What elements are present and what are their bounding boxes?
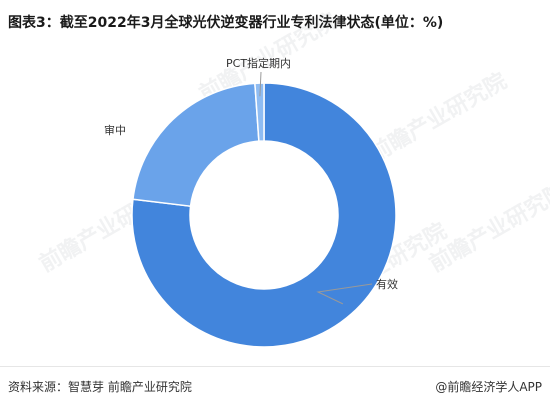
slice-label-0: 有效: [376, 277, 398, 291]
slice-label-1: 审中: [104, 123, 126, 137]
brand-credit: @前瞻经济学人APP: [435, 380, 542, 394]
donut-slices: [131, 82, 397, 348]
source-note: 资料来源：智慧芽 前瞻产业研究院: [8, 380, 192, 394]
slice-label-2: PCT指定期内: [226, 56, 291, 70]
donut-slice-0: [131, 82, 397, 348]
donut-slice-2: [254, 82, 265, 142]
chart-title: 图表3：截至2022年3月全球光伏逆变器行业专利法律状态(单位：%): [8, 15, 444, 31]
slice-labels: 有效 审中 PCT指定期内: [104, 56, 398, 291]
leader-line-2: [259, 71, 262, 97]
leader-line-0: [316, 283, 373, 305]
leader-lines: [259, 71, 373, 305]
donut-slice-1: [132, 82, 260, 208]
footer-divider: [0, 366, 550, 367]
